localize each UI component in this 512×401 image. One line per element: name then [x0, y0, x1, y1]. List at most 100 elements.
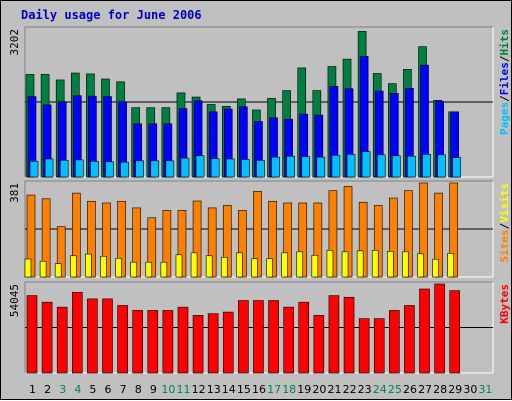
x-tick-label: 24: [373, 383, 387, 396]
bar-visits-day-24: [371, 250, 379, 278]
bar-visits-day-23: [356, 250, 364, 278]
x-tick-label: 20: [312, 383, 326, 396]
bar-visits-day-3: [54, 263, 62, 278]
bar-visits-day-10: [160, 261, 168, 278]
bar-pages-day-25: [392, 155, 401, 178]
bar-pages-day-3: [59, 160, 69, 178]
x-tick-label: 6: [105, 383, 112, 396]
bar-pages-day-7: [120, 161, 129, 178]
bar-kbytes-day-3: [56, 306, 68, 374]
x-tick-label: 1: [29, 383, 36, 396]
bar-pages-day-9: [150, 160, 160, 178]
bar-visits-day-8: [130, 261, 137, 278]
bar-kbytes-day-6: [102, 298, 113, 374]
legend-entry-hits: Hits: [498, 29, 511, 56]
panel-kbytes: 54045 KBytes: [8, 281, 511, 374]
bar-visits-day-22: [341, 251, 349, 278]
legend-separator: /: [498, 55, 511, 62]
scale-max-label: 54045: [8, 284, 21, 317]
x-tick-label: 23: [358, 383, 372, 396]
bar-kbytes-day-11: [177, 306, 189, 374]
bar-visits-day-17: [266, 258, 273, 278]
x-tick-label: 4: [74, 383, 81, 396]
bar-visits-day-6: [100, 255, 107, 278]
bar-pages-day-27: [422, 154, 431, 178]
bar-kbytes-day-16: [253, 300, 264, 374]
bar-kbytes-day-10: [162, 310, 174, 374]
x-tick-label: 16: [252, 383, 266, 396]
bar-kbytes-day-24: [373, 318, 385, 374]
legend-entry-files: Files: [498, 62, 511, 95]
bar-kbytes-day-12: [192, 315, 204, 374]
x-tick-label: 26: [403, 383, 417, 396]
bar-pages-day-11: [180, 157, 190, 178]
bar-visits-day-26: [402, 251, 409, 278]
x-tick-label: 17: [267, 383, 281, 396]
bar-visits-day-15: [236, 252, 243, 278]
bar-pages-day-28: [437, 154, 446, 178]
legend-entry-kbytes: KBytes: [498, 284, 511, 324]
bar-pages-day-10: [165, 160, 175, 178]
x-tick-label: 29: [448, 383, 462, 396]
bar-kbytes-day-27: [419, 288, 430, 374]
bar-visits-day-12: [190, 252, 198, 278]
bar-visits-day-7: [115, 257, 122, 278]
bar-visits-day-5: [85, 253, 92, 278]
bar-pages-day-4: [74, 159, 84, 178]
x-tick-label: 5: [89, 383, 96, 396]
bar-kbytes-day-1: [26, 295, 38, 374]
bar-pages-day-5: [90, 160, 99, 178]
x-tick-label: 27: [418, 383, 432, 396]
bar-kbytes-day-5: [87, 298, 98, 374]
legend-separator: /: [498, 222, 511, 229]
legend-entry-visits: Visits: [498, 183, 511, 223]
x-tick-label: 28: [433, 383, 447, 396]
bar-kbytes-day-29: [449, 290, 461, 374]
bar-pages-day-14: [225, 158, 235, 178]
bar-visits-day-25: [387, 251, 394, 278]
bar-kbytes-day-22: [343, 296, 355, 374]
bar-visits-day-4: [69, 255, 77, 278]
bar-pages-day-17: [271, 156, 280, 178]
chart-title: Daily usage for June 2006: [21, 8, 202, 22]
x-tick-label: 10: [161, 383, 175, 396]
bar-visits-day-18: [281, 252, 288, 278]
x-tick-label: 11: [177, 383, 191, 396]
bar-pages-day-23: [361, 151, 371, 178]
bar-pages-day-22: [346, 154, 356, 178]
bar-pages-day-12: [195, 155, 205, 178]
x-tick-label: 18: [282, 383, 296, 396]
x-tick-label: 31: [478, 383, 492, 396]
bar-kbytes-day-7: [117, 305, 128, 374]
bar-pages-day-8: [135, 160, 144, 178]
bar-kbytes-day-9: [147, 310, 159, 374]
bar-pages-day-16: [256, 160, 265, 178]
bar-pages-day-21: [331, 154, 341, 178]
bar-kbytes-day-2: [41, 301, 53, 374]
bar-kbytes-day-17: [268, 300, 279, 374]
bar-pages-day-6: [105, 161, 114, 178]
bar-visits-day-2: [39, 260, 47, 278]
bar-kbytes-day-15: [238, 300, 249, 374]
bar-visits-day-1: [24, 258, 32, 278]
bar-pages-day-29: [452, 157, 462, 178]
bar-visits-day-19: [296, 251, 304, 278]
bar-pages-day-1: [29, 160, 39, 178]
bar-kbytes-day-25: [389, 310, 400, 374]
legend-entry-pages: Pages: [498, 102, 511, 135]
bar-kbytes-day-23: [358, 318, 370, 374]
bar-kbytes-day-8: [132, 310, 143, 374]
x-tick-label: 21: [327, 383, 341, 396]
bar-visits-day-13: [205, 255, 213, 278]
x-tick-label: 3: [59, 383, 66, 396]
bar-visits-day-14: [220, 256, 228, 278]
bar-pages-day-18: [286, 155, 295, 178]
bar-kbytes-day-19: [298, 301, 310, 374]
x-axis-ticks: 1 2 3 4 5 6 7 8 9 10 11 12 13 14 15 16 17 18 19 20 21 22 23 24 2…: [29, 383, 492, 396]
chart-panels: 3202Pages/Files/Hits381Sites/Visits54045…: [8, 26, 511, 374]
bar-pages-day-24: [376, 154, 386, 178]
bar-kbytes-day-4: [71, 292, 83, 374]
bar-kbytes-day-21: [328, 295, 340, 374]
